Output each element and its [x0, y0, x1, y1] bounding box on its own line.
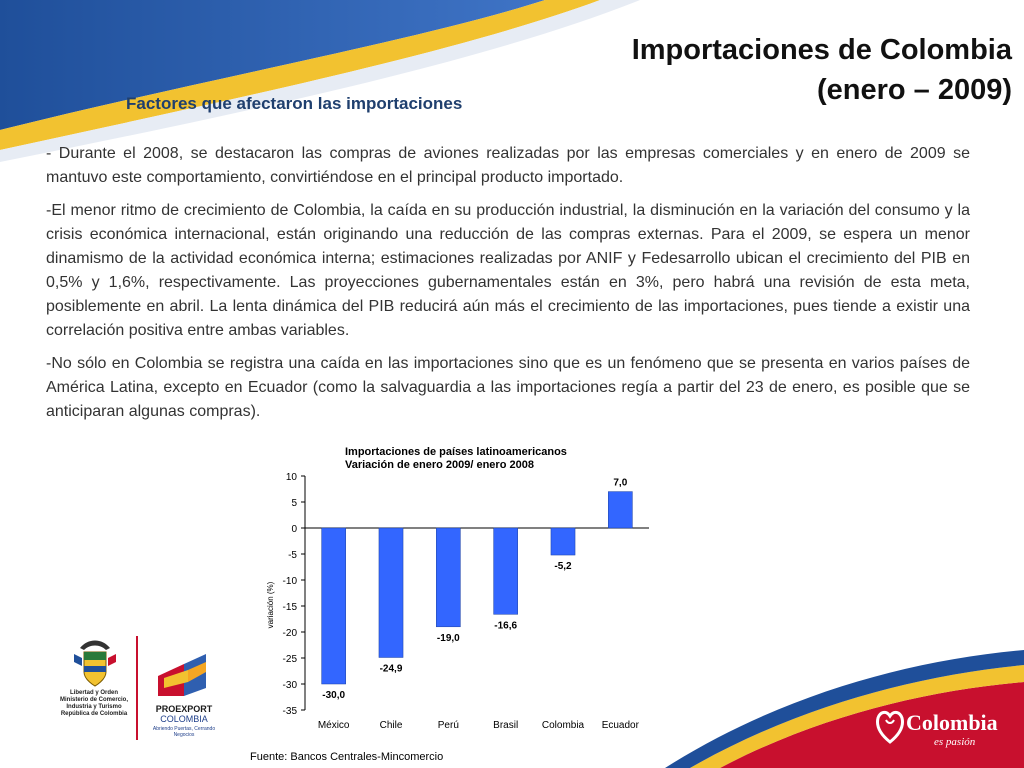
chart-title-line2: Variación de enero 2009/ enero 2008 [345, 459, 534, 471]
coat-of-arms-icon [74, 640, 116, 687]
bar [436, 527, 461, 628]
y-tick-label: -25 [283, 654, 298, 665]
source-note: Fuente: Bancos Centrales-Mincomercio [250, 751, 444, 763]
ministry-label: Libertad y Orden Ministerio de Comercio,… [58, 690, 130, 718]
x-tick-label: Brasil [493, 720, 518, 731]
bar-chart: 10 5 0 -5 -10 -15 -20 -25 -30 -35 variación (%) -30… [253, 442, 653, 744]
proexport-name: PROEXPORT [155, 704, 213, 714]
y-tick-label: -15 [283, 602, 298, 613]
paragraph: -El menor ritmo de crecimiento de Colomb… [46, 202, 970, 339]
heart-icon [876, 710, 904, 744]
y-tick-label: -5 [288, 550, 297, 561]
slide-subtitle: Factores que afectaron las importaciones [126, 94, 463, 113]
data-label: -24,9 [380, 663, 403, 674]
ministry-label-line: República de Colombia [60, 711, 128, 717]
ministry-label-line: Libertad y Orden [69, 690, 118, 696]
y-tick-label: 5 [291, 498, 297, 509]
chart-title: Importaciones de países latinoamericanos… [345, 446, 567, 472]
proexport-tagline: Abriendo Puertas, Cerrando Negocios [152, 726, 216, 738]
bar [378, 527, 404, 658]
proexport-logo: PROEXPORT COLOMBIA Abriendo Puertas, Cer… [144, 648, 224, 740]
bar [608, 491, 633, 529]
brand-word: Colombia [906, 710, 998, 735]
colombia-brand-logo: Colombia es pasión [872, 702, 1012, 754]
ministry-label-line: Ministerio de Comercio, [59, 697, 128, 703]
body-text: - Durante el 2008, se destacaron las com… [46, 142, 970, 433]
bar [493, 527, 518, 615]
y-tick-label: 0 [291, 524, 297, 535]
y-tick-label: -10 [283, 576, 298, 587]
data-label: 7,0 [613, 478, 627, 489]
proexport-country: COLOMBIA [160, 714, 208, 724]
y-tick-label: -20 [283, 628, 298, 639]
slide-title: Importaciones de Colombia (enero – 2009) [632, 30, 1012, 110]
bar [550, 527, 576, 556]
x-tick-label: Perú [438, 720, 459, 731]
paragraph: - Durante el 2008, se destacaron las com… [46, 145, 970, 186]
data-label: -19,0 [437, 633, 460, 644]
bar [321, 527, 346, 685]
data-label: -30,0 [322, 690, 345, 701]
data-label: -5,2 [554, 561, 572, 572]
brand-tagline: es pasión [934, 736, 976, 748]
paragraph: -No sólo en Colombia se registra una caí… [46, 355, 970, 420]
y-axis-label: variación (%) [266, 581, 275, 628]
x-tick-label: México [318, 720, 350, 731]
proexport-icon [158, 654, 206, 696]
chart-canvas: 10 5 0 -5 -10 -15 -20 -25 -30 -35 variación (%) -30… [266, 472, 649, 731]
x-tick-label: Colombia [542, 720, 585, 731]
y-tick-label: 10 [286, 472, 298, 483]
y-tick-label: -35 [283, 706, 298, 717]
logo-divider [136, 636, 138, 740]
y-tick-label: -30 [283, 680, 298, 691]
x-tick-label: Ecuador [602, 720, 640, 731]
chart-title-line1: Importaciones de países latinoamericanos [345, 446, 567, 458]
data-label: -16,6 [494, 620, 517, 631]
slide-title-line2: (enero – 2009) [816, 74, 1012, 106]
ministry-label-line: Industria y Turismo [66, 704, 122, 710]
x-tick-label: Chile [380, 720, 403, 731]
slide-title-line1: Importaciones de Colombia [631, 34, 1012, 66]
